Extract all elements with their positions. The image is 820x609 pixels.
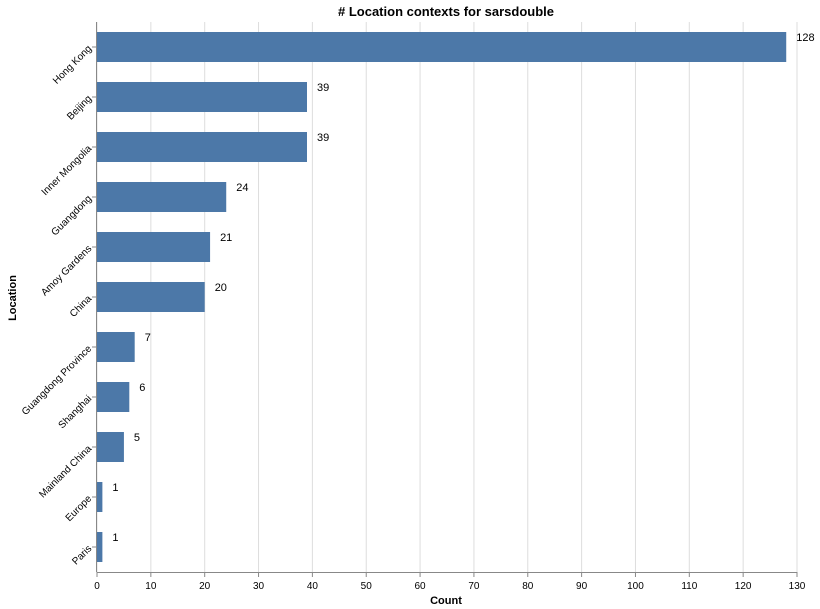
x-tick-label: 60	[415, 581, 427, 592]
data-label: 39	[317, 132, 329, 144]
x-tick-label: 10	[145, 581, 157, 592]
y-tick-label: Guangdong	[49, 193, 94, 238]
bar	[97, 182, 227, 212]
data-label: 128	[796, 32, 814, 44]
data-labels: 128 39 39 24 21 20 7 6 5 1 1	[112, 32, 814, 544]
bar	[97, 432, 124, 462]
bar	[97, 382, 130, 412]
bar	[97, 32, 787, 62]
x-tick-label: 70	[468, 581, 480, 592]
x-tick-label: 80	[522, 581, 534, 592]
data-label: 39	[317, 82, 329, 94]
bar	[97, 532, 103, 562]
data-label: 1	[112, 532, 118, 544]
data-label: 20	[215, 282, 227, 294]
data-label: 21	[220, 232, 232, 244]
x-tick-label: 0	[94, 581, 100, 592]
y-tick-label: Paris	[70, 543, 94, 567]
bar	[97, 132, 307, 162]
x-tick-label: 50	[361, 581, 373, 592]
x-tick-label: 100	[627, 581, 644, 592]
y-tick-label: Hong Kong	[51, 43, 94, 86]
y-tick-label: Beijing	[65, 93, 94, 122]
x-tick-label: 130	[789, 581, 806, 592]
x-tick-label: 30	[253, 581, 265, 592]
data-label: 7	[145, 332, 151, 344]
y-tick-label: Mainland China	[37, 443, 94, 500]
x-tick-label: 120	[735, 581, 752, 592]
x-axis-title: Count	[430, 595, 462, 607]
data-label: 24	[236, 182, 248, 194]
grid-lines	[96, 22, 798, 572]
bar	[97, 82, 307, 112]
x-axis: 0 10 20 30 40 50 60 70 80 90 100 110 120 130	[94, 572, 806, 592]
data-label: 1	[112, 482, 118, 494]
x-tick-label: 90	[576, 581, 588, 592]
x-tick-label: 20	[199, 581, 211, 592]
bar	[97, 232, 211, 262]
bar	[97, 332, 135, 362]
y-tick-label: Europe	[64, 493, 95, 524]
y-tick-label: Shanghai	[57, 393, 95, 431]
x-tick-label: 110	[681, 581, 697, 592]
data-label: 6	[139, 382, 145, 394]
data-label: 5	[134, 432, 140, 444]
y-tick-label: China	[68, 293, 95, 320]
y-tick-label: Amoy Gardens	[39, 243, 94, 298]
bar	[97, 282, 205, 312]
y-tick-label: Inner Mongolia	[40, 143, 95, 198]
bars	[97, 32, 787, 562]
bar	[97, 482, 103, 512]
y-axis-title: Location	[7, 275, 19, 321]
x-tick-label: 40	[307, 581, 319, 592]
chart-title: # Location contexts for sarsdouble	[338, 4, 554, 19]
